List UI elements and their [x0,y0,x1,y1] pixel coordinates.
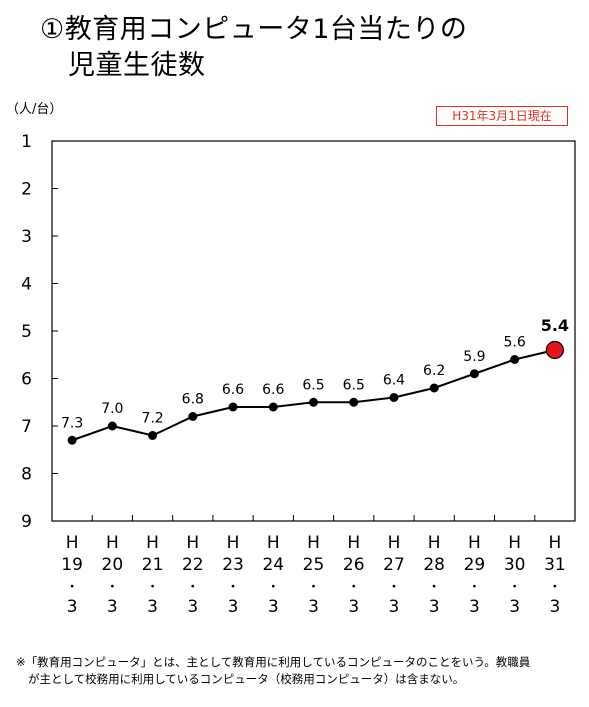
data-label: 6.4 [383,373,405,389]
x-tick-label: H [347,533,360,553]
x-tick-label: 27 [383,555,405,575]
data-point [469,369,479,379]
data-label: 6.5 [302,377,324,393]
x-tick-label: H [267,533,280,553]
x-tick-label: 3 [308,597,319,617]
footnote: ※「教育用コンピュータ」とは、主として教育用に利用しているコンピュータのことをい… [16,654,584,688]
date-badge: H31年3月1日現在 [436,106,568,126]
x-tick-label: 3 [429,597,440,617]
y-tick-label: 8 [21,465,32,485]
x-tick-label: 20 [102,555,124,575]
data-label: 5.6 [504,335,526,351]
x-tick-label: H [307,533,320,553]
data-point [309,397,318,407]
x-tick-label: ・ [387,580,400,595]
data-point [389,393,399,402]
x-tick-label: 3 [348,597,359,617]
x-tick-label: ・ [548,580,561,595]
x-tick-label: ・ [66,580,79,595]
y-tick-label: 5 [21,322,32,342]
x-tick-label: 3 [67,597,78,617]
x-tick-label: 28 [423,555,445,575]
x-tick-label: ・ [106,580,119,595]
x-tick-label: 22 [182,555,204,575]
x-tick-label: 3 [147,597,158,617]
y-tick-label: 9 [21,512,32,532]
y-tick-label: 1 [21,132,32,152]
highlight-point [545,340,564,360]
data-label: 6.2 [423,363,445,379]
data-point [228,402,238,412]
y-tick-label: 6 [21,370,32,390]
x-tick-label: 3 [509,597,520,617]
data-point [349,397,359,407]
data-label: 6.5 [343,377,365,393]
x-tick-label: 24 [262,555,284,575]
data-point [107,421,117,431]
x-tick-label: 21 [142,555,164,575]
x-tick-label: 3 [107,597,118,617]
x-tick-label: 30 [504,555,526,575]
y-tick-label: 4 [21,275,32,295]
data-label: 5.4 [541,316,569,335]
x-tick-label: 3 [389,597,400,617]
data-label: 7.0 [101,401,123,417]
x-tick-label: 19 [61,555,83,575]
x-tick-label: 31 [544,555,566,575]
chart-title-line2: 児童生徒数 [68,50,206,81]
data-point [268,402,278,412]
x-tick-label: H [146,533,159,553]
x-tick-label: 26 [343,555,365,575]
x-tick-label: ・ [307,580,320,595]
footnote-line2: が主として校務用に利用しているコンピュータ（校務用コンピュータ）は含まない。 [28,672,465,686]
x-tick-label: ・ [347,580,360,595]
y-tick-label: 3 [21,227,32,247]
x-tick-label: ・ [146,580,159,595]
data-label: 7.3 [61,415,83,431]
chart-title: ①教育用コンピュータ1台当たりの 児童生徒数 [40,12,560,84]
x-tick-label: 3 [187,597,198,617]
chart-title-line1: ①教育用コンピュータ1台当たりの [40,14,468,45]
x-tick-label: H [508,533,521,553]
x-tick-label: 23 [222,555,244,575]
y-axis-unit-label: （人/台） [6,102,63,117]
x-tick-label: H [468,533,481,553]
y-tick-label: 7 [21,417,32,437]
x-tick-label: ・ [267,580,280,595]
data-label: 6.8 [182,392,204,408]
data-point [148,431,158,440]
x-tick-label: 3 [469,597,480,617]
x-tick-label: H [186,533,199,553]
data-point [188,412,198,421]
plot-frame [51,140,576,522]
data-label: 6.6 [262,382,284,398]
x-tick-label: 25 [303,555,325,575]
x-tick-label: ・ [428,580,441,595]
x-tick-label: 3 [549,597,560,617]
footnote-line1: ※「教育用コンピュータ」とは、主として教育用に利用しているコンピュータのことをい… [16,655,531,669]
data-point [510,355,520,364]
data-label: 7.2 [141,411,163,427]
x-tick-label: H [548,533,561,553]
x-tick-label: ・ [468,580,481,595]
y-tick-label: 2 [21,180,32,200]
data-point [67,435,77,445]
x-tick-label: H [66,533,79,553]
x-tick-label: 3 [268,597,279,617]
x-tick-label: H [388,533,401,553]
x-tick-label: 29 [464,555,486,575]
data-point [429,383,439,393]
data-label: 5.9 [463,349,485,365]
x-tick-label: H [227,533,240,553]
x-tick-label: ・ [508,580,521,595]
x-tick-label: 3 [228,597,239,617]
x-tick-label: H [106,533,119,553]
x-tick-label: ・ [186,580,199,595]
x-tick-label: ・ [227,580,240,595]
x-tick-label: H [428,533,441,553]
data-label: 6.6 [222,382,244,398]
